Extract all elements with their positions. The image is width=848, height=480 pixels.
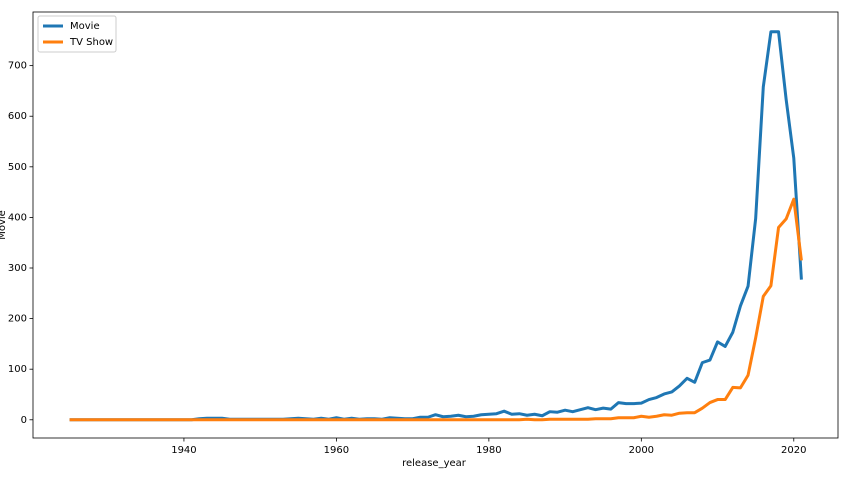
- legend-label: Movie: [70, 21, 100, 32]
- x-tick-label: 1980: [476, 445, 501, 456]
- y-tick-label: 400: [8, 212, 27, 223]
- x-tick-label: 1940: [171, 445, 196, 456]
- line-series: [69, 30, 803, 422]
- legend-label: TV Show: [69, 37, 113, 48]
- y-tick-label: 300: [8, 263, 27, 274]
- x-tick-label: 1960: [324, 445, 349, 456]
- y-axis-label: Movie: [0, 210, 8, 240]
- line-series: [69, 197, 803, 422]
- x-tick-label: 2000: [629, 445, 654, 456]
- y-tick-label: 600: [8, 111, 27, 122]
- y-tick-label: 500: [8, 162, 27, 173]
- y-tick-label: 0: [21, 415, 27, 426]
- y-tick-label: 100: [8, 364, 27, 375]
- x-axis-label: release_year: [402, 458, 467, 469]
- x-tick-label: 2020: [781, 445, 806, 456]
- plot-frame: [32, 11, 839, 439]
- y-tick-label: 200: [8, 314, 27, 325]
- y-tick-label: 700: [8, 61, 27, 72]
